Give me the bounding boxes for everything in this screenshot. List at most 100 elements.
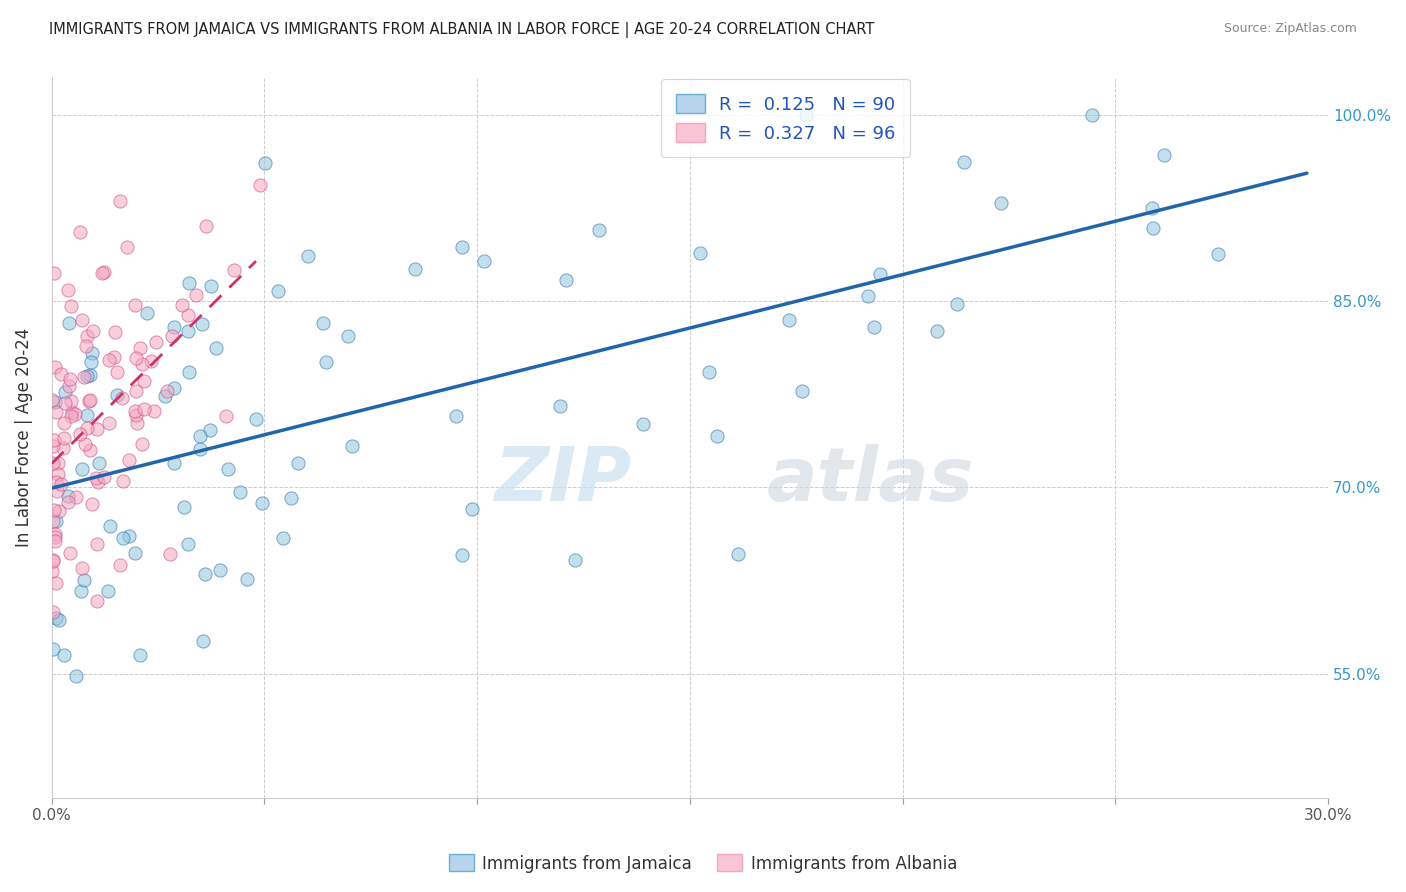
Point xyxy=(163,380,186,394)
Point xyxy=(131,437,153,451)
Point xyxy=(191,317,214,331)
Point xyxy=(184,288,207,302)
Point xyxy=(778,312,800,326)
Point xyxy=(44,534,66,549)
Point xyxy=(111,532,134,546)
Point xyxy=(135,306,157,320)
Point xyxy=(163,319,186,334)
Point xyxy=(548,399,571,413)
Point xyxy=(42,642,65,657)
Point xyxy=(145,334,167,349)
Point xyxy=(44,526,66,541)
Point xyxy=(42,605,65,619)
Point xyxy=(44,394,66,409)
Point xyxy=(45,405,67,419)
Point xyxy=(52,431,75,445)
Point xyxy=(856,289,879,303)
Point xyxy=(44,265,66,279)
Point xyxy=(697,365,720,379)
Point xyxy=(245,411,267,425)
Point xyxy=(79,393,101,408)
Point xyxy=(132,402,155,417)
Point xyxy=(58,379,80,393)
Text: ZIP: ZIP xyxy=(495,444,633,517)
Point xyxy=(56,284,79,298)
Point xyxy=(177,325,200,339)
Point xyxy=(450,239,472,253)
Point xyxy=(73,573,96,587)
Legend: R =  0.125   N = 90, R =  0.327   N = 96: R = 0.125 N = 90, R = 0.327 N = 96 xyxy=(661,79,910,157)
Point xyxy=(80,355,103,369)
Point xyxy=(706,429,728,443)
Point xyxy=(172,298,194,312)
Point xyxy=(52,442,75,456)
Point xyxy=(48,504,70,518)
Point xyxy=(93,470,115,484)
Point xyxy=(60,409,83,423)
Point xyxy=(79,368,101,382)
Y-axis label: In Labor Force | Age 20-24: In Labor Force | Age 20-24 xyxy=(15,328,32,548)
Legend: Immigrants from Jamaica, Immigrants from Albania: Immigrants from Jamaica, Immigrants from… xyxy=(443,847,963,880)
Point xyxy=(97,584,120,599)
Point xyxy=(117,240,139,254)
Point xyxy=(76,369,98,384)
Point xyxy=(177,309,200,323)
Point xyxy=(1140,202,1163,216)
Point xyxy=(127,417,149,431)
Point xyxy=(124,351,146,366)
Point xyxy=(103,350,125,364)
Point xyxy=(70,584,93,599)
Point xyxy=(111,474,134,488)
Point xyxy=(631,417,654,432)
Point xyxy=(450,548,472,562)
Point xyxy=(1208,246,1230,260)
Text: IMMIGRANTS FROM JAMAICA VS IMMIGRANTS FROM ALBANIA IN LABOR FORCE | AGE 20-24 CO: IMMIGRANTS FROM JAMAICA VS IMMIGRANTS FR… xyxy=(49,22,875,38)
Point xyxy=(129,648,152,663)
Point xyxy=(76,328,98,343)
Point xyxy=(42,457,65,471)
Point xyxy=(84,471,107,485)
Point xyxy=(41,564,63,578)
Point xyxy=(87,456,110,470)
Point xyxy=(153,390,176,404)
Point xyxy=(86,537,108,551)
Point xyxy=(194,566,217,581)
Point xyxy=(46,483,69,498)
Point xyxy=(1142,221,1164,235)
Point xyxy=(72,461,94,475)
Point xyxy=(205,341,228,355)
Point xyxy=(124,298,146,312)
Point xyxy=(108,558,131,572)
Point xyxy=(235,573,257,587)
Point xyxy=(45,475,67,489)
Point xyxy=(124,546,146,560)
Point xyxy=(472,253,495,268)
Point xyxy=(222,263,245,277)
Point xyxy=(53,396,76,410)
Point xyxy=(990,196,1012,211)
Point xyxy=(131,357,153,371)
Point xyxy=(179,365,201,379)
Point xyxy=(76,408,98,422)
Point xyxy=(45,611,67,625)
Point xyxy=(250,496,273,510)
Point xyxy=(46,456,69,470)
Point xyxy=(46,467,69,481)
Point xyxy=(794,108,817,122)
Point xyxy=(105,365,128,379)
Point xyxy=(159,548,181,562)
Point xyxy=(77,393,100,408)
Point xyxy=(925,324,948,338)
Point xyxy=(118,529,141,543)
Point xyxy=(953,155,976,169)
Text: Source: ZipAtlas.com: Source: ZipAtlas.com xyxy=(1223,22,1357,36)
Point xyxy=(118,452,141,467)
Point xyxy=(45,576,67,591)
Point xyxy=(176,537,198,551)
Point xyxy=(51,477,73,491)
Point xyxy=(59,299,82,313)
Point xyxy=(53,384,76,399)
Point xyxy=(198,423,221,437)
Point xyxy=(65,669,87,683)
Point xyxy=(80,497,103,511)
